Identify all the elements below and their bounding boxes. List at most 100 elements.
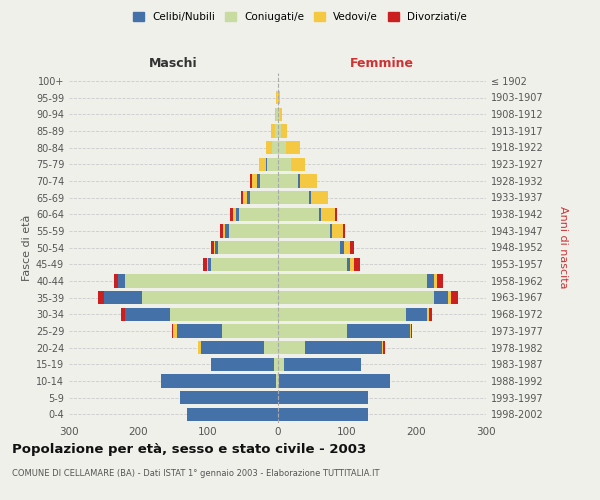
Bar xyxy=(236,208,239,221)
Bar xyxy=(277,358,284,371)
Bar xyxy=(434,274,437,287)
Bar xyxy=(280,108,283,121)
Bar xyxy=(277,108,280,121)
Bar xyxy=(451,291,458,304)
Bar xyxy=(406,308,427,321)
Bar xyxy=(382,341,383,354)
Bar xyxy=(220,224,223,237)
Bar xyxy=(437,274,443,287)
Bar xyxy=(277,174,298,188)
Bar xyxy=(427,274,434,287)
Bar xyxy=(223,224,226,237)
Bar xyxy=(214,241,215,254)
Bar xyxy=(332,224,343,237)
Text: Femmine: Femmine xyxy=(350,57,414,70)
Bar xyxy=(266,158,267,171)
Bar xyxy=(241,191,244,204)
Bar xyxy=(277,291,434,304)
Bar xyxy=(275,108,276,121)
Bar xyxy=(347,324,410,338)
Bar xyxy=(244,191,247,204)
Bar xyxy=(230,208,233,221)
Bar xyxy=(201,341,263,354)
Y-axis label: Anni di nascita: Anni di nascita xyxy=(557,206,568,288)
Bar xyxy=(259,158,266,171)
Bar xyxy=(114,274,118,287)
Bar xyxy=(172,324,173,338)
Bar xyxy=(343,224,345,237)
Bar xyxy=(263,341,277,354)
Y-axis label: Fasce di età: Fasce di età xyxy=(22,214,32,280)
Bar xyxy=(260,174,277,188)
Bar xyxy=(277,274,427,287)
Bar xyxy=(180,391,277,404)
Bar xyxy=(277,91,278,104)
Bar xyxy=(278,91,280,104)
Bar xyxy=(277,408,368,421)
Bar xyxy=(206,258,208,271)
Bar xyxy=(276,108,277,121)
Bar xyxy=(329,224,332,237)
Bar xyxy=(161,374,276,388)
Bar xyxy=(203,258,206,271)
Bar xyxy=(257,174,260,188)
Bar xyxy=(277,124,281,138)
Bar xyxy=(277,241,340,254)
Bar xyxy=(125,274,277,287)
Bar xyxy=(98,291,104,304)
Bar xyxy=(121,308,125,321)
Bar xyxy=(335,208,337,221)
Bar xyxy=(350,241,354,254)
Bar xyxy=(239,208,277,221)
Bar xyxy=(142,291,277,304)
Bar xyxy=(354,258,359,271)
Bar xyxy=(277,158,292,171)
Bar xyxy=(267,158,277,171)
Bar xyxy=(211,258,277,271)
Bar xyxy=(284,358,361,371)
Text: COMUNE DI CELLAMARE (BA) - Dati ISTAT 1° gennaio 2003 - Elaborazione TUTTITALIA.: COMUNE DI CELLAMARE (BA) - Dati ISTAT 1°… xyxy=(12,469,380,478)
Bar xyxy=(197,341,201,354)
Bar xyxy=(277,374,279,388)
Bar xyxy=(292,158,305,171)
Bar xyxy=(279,374,390,388)
Bar xyxy=(247,191,250,204)
Bar xyxy=(187,408,277,421)
Bar xyxy=(233,208,236,221)
Bar xyxy=(215,241,218,254)
Bar xyxy=(170,308,277,321)
Bar xyxy=(208,258,211,271)
Bar xyxy=(104,291,142,304)
Bar xyxy=(411,324,412,338)
Bar xyxy=(340,241,344,254)
Bar xyxy=(271,124,275,138)
Bar xyxy=(319,208,321,221)
Bar xyxy=(266,141,272,154)
Bar xyxy=(222,324,277,338)
Bar xyxy=(250,174,252,188)
Bar xyxy=(298,174,300,188)
Bar xyxy=(276,374,277,388)
Bar xyxy=(305,341,382,354)
Bar xyxy=(286,141,300,154)
Bar xyxy=(277,258,347,271)
Bar xyxy=(173,324,177,338)
Bar xyxy=(347,258,350,271)
Bar xyxy=(272,141,277,154)
Bar xyxy=(277,308,406,321)
Bar xyxy=(311,191,328,204)
Bar xyxy=(277,191,309,204)
Bar xyxy=(277,391,368,404)
Bar xyxy=(277,141,286,154)
Bar xyxy=(252,174,257,188)
Bar xyxy=(383,341,385,354)
Bar xyxy=(277,324,347,338)
Bar xyxy=(229,224,277,237)
Bar xyxy=(125,308,170,321)
Bar xyxy=(429,308,433,321)
Bar xyxy=(218,241,277,254)
Bar xyxy=(321,208,335,221)
Bar xyxy=(276,91,277,104)
Bar xyxy=(226,224,229,237)
Bar xyxy=(275,124,277,138)
